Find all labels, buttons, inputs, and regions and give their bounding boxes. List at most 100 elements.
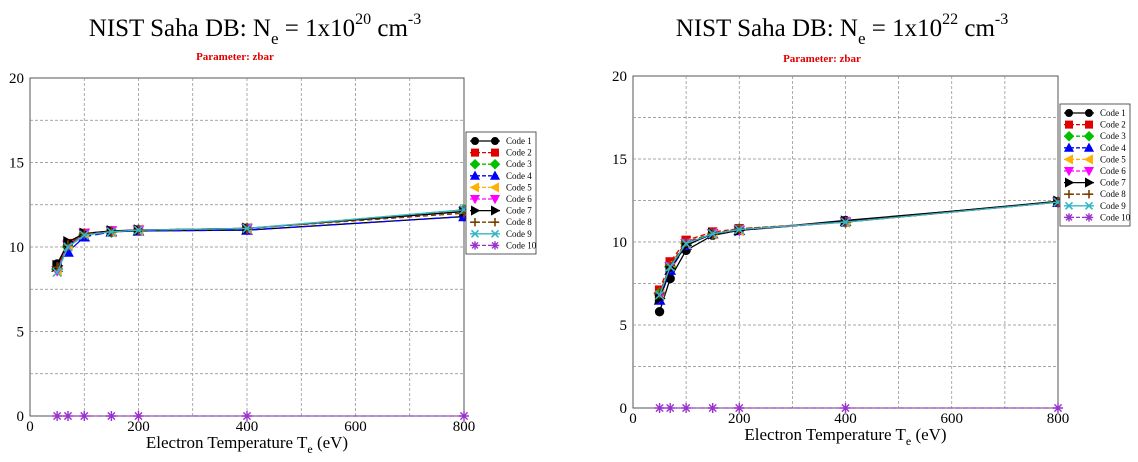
legend-label: Code 5 (1100, 154, 1126, 164)
legend-marker (490, 229, 500, 238)
legend-marker (1084, 201, 1094, 210)
data-point (1052, 402, 1064, 414)
legend-label: Code 8 (1100, 189, 1126, 199)
legend-marker (471, 148, 479, 157)
legend-marker (1085, 177, 1095, 188)
title-main: NIST Saha DB: N (89, 15, 271, 42)
x-axis-label: Electron Temperature Te (eV) (744, 425, 946, 448)
legend-label: Code 4 (506, 171, 532, 181)
legend-marker (491, 148, 499, 157)
grid (30, 78, 464, 416)
series-code-9 (52, 205, 469, 278)
chart-title: NIST Saha DB: Ne = 1x1020 cm-3 (89, 11, 421, 48)
y-tick-label: 0 (17, 409, 25, 425)
legend-marker (489, 182, 499, 193)
title-mid: = 1x10 (866, 15, 943, 42)
legend-label: Code 7 (506, 206, 532, 216)
data-point (840, 217, 851, 227)
legend-marker (1065, 120, 1073, 129)
y-tick-label: 10 (9, 240, 24, 256)
data-point (133, 410, 144, 422)
x-tick-label: 200 (127, 419, 150, 435)
legend-marker (489, 195, 501, 205)
data-point (62, 410, 74, 422)
data-point (242, 223, 252, 234)
legend-marker (1065, 109, 1073, 117)
legend-marker (490, 218, 500, 227)
y-tick-label: 15 (612, 152, 627, 168)
x-axis-label-unit: (eV) (313, 433, 348, 452)
legend-marker (470, 241, 480, 250)
x-tick-label: 400 (834, 411, 857, 427)
legend-marker (1063, 130, 1075, 142)
x-axis-label-subscript: e (906, 434, 911, 448)
legend-marker (1065, 177, 1075, 188)
chart-subtitle: Parameter: zbar (196, 51, 274, 63)
legend-label: Code 2 (1100, 120, 1126, 130)
legend-label: Code 3 (506, 159, 532, 169)
data-point (52, 267, 62, 278)
legend-marker (470, 218, 480, 227)
data-point (458, 410, 470, 422)
x-axis-label-subscript: e (307, 442, 312, 456)
series-code-9 (654, 197, 1063, 300)
title-unit: cm (371, 15, 408, 42)
title-superscript: 20 (355, 11, 371, 28)
title-unit: cm (958, 15, 995, 42)
data-point (654, 307, 665, 317)
data-point (241, 410, 253, 422)
legend-marker (469, 195, 481, 205)
x-tick-label: 600 (941, 411, 964, 427)
y-tick-label: 5 (620, 318, 628, 334)
data-point (63, 242, 73, 252)
data-point (52, 410, 63, 422)
y-tick-label: 20 (9, 71, 24, 87)
legend-marker (469, 170, 481, 180)
data-point (133, 225, 144, 235)
x-axis-label-main: Electron Temperature T (146, 433, 308, 452)
x-axis-label: Electron Temperature Te (eV) (146, 433, 348, 456)
legend-marker (490, 241, 500, 250)
title-subscript: e (271, 29, 279, 48)
legend-label: Code 3 (1100, 131, 1126, 141)
legend-marker (469, 182, 479, 193)
y-tick-label: 5 (17, 325, 25, 341)
x-tick-label: 400 (236, 419, 259, 435)
title-main: NIST Saha DB: N (676, 15, 858, 42)
legend-label: Code 5 (506, 182, 532, 192)
data-point (52, 262, 63, 273)
legend-label: Code 2 (506, 148, 532, 158)
chart-2: NIST Saha DB: Ne = 1x1022 cm-3Parameter:… (612, 11, 1131, 448)
legend-label: Code 6 (506, 194, 532, 204)
data-point (665, 402, 676, 414)
title-mid: = 1x10 (279, 15, 356, 42)
data-point (681, 238, 691, 249)
legend-marker (1063, 142, 1075, 152)
data-point (79, 410, 90, 422)
chart-subtitle: Parameter: zbar (783, 53, 861, 65)
legend-marker (470, 229, 480, 238)
legend-marker (491, 205, 501, 216)
legend-label: Code 1 (1100, 108, 1126, 118)
legend-marker (471, 205, 481, 216)
legend-marker (1063, 154, 1073, 165)
legend-label: Code 8 (506, 217, 532, 227)
y-tick-label: 10 (612, 235, 627, 251)
x-tick-label: 0 (629, 411, 637, 427)
title-unit-superscript: -3 (408, 11, 421, 28)
data-point (106, 227, 117, 237)
legend-marker (1064, 213, 1074, 222)
data-point (707, 402, 718, 414)
x-tick-label: 200 (728, 411, 751, 427)
legend-marker (1063, 167, 1075, 177)
x-tick-label: 600 (344, 419, 367, 435)
series-code-10 (52, 410, 470, 422)
legend-marker (471, 137, 479, 145)
legend-marker (1084, 213, 1094, 222)
legend-marker (1064, 190, 1074, 199)
legend-label: Code 10 (1100, 212, 1131, 222)
data-point (665, 262, 675, 272)
data-point (654, 402, 665, 414)
